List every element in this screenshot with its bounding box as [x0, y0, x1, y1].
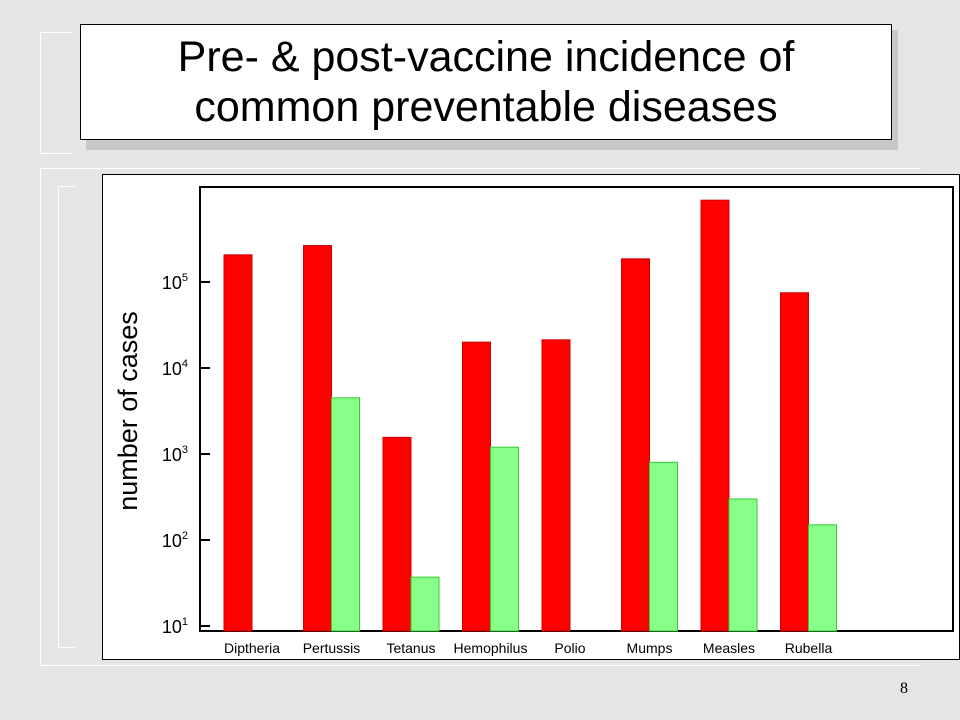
page-number: 8: [900, 680, 908, 697]
bar-post-hemophilus: [490, 446, 519, 632]
bars-group: [223, 199, 837, 632]
bar-pre-hemophilus: [462, 341, 491, 632]
x-tick-label: Pertussis: [303, 640, 361, 656]
bar-pre-polio: [541, 339, 571, 632]
bar-pre-rubella: [780, 292, 809, 632]
bar-pre-diptheria: [223, 254, 253, 632]
title-box: Pre- & post-vaccine incidence of common …: [80, 24, 892, 140]
bar-pre-pertussis: [303, 245, 332, 632]
x-tick-label: Mumps: [627, 640, 673, 656]
bar-pre-tetanus: [382, 436, 412, 632]
y-tick-label: 103: [162, 444, 188, 465]
decorative-bracket-chart: [40, 168, 921, 666]
x-tick-label: Diptheria: [224, 640, 280, 656]
decorative-bracket-top: [40, 32, 73, 154]
slide-title: Pre- & post-vaccine incidence of common …: [177, 33, 795, 131]
x-tick-label: Hemophilus: [454, 640, 528, 656]
x-tick-label: Tetanus: [386, 640, 435, 656]
x-tick-label: Rubella: [785, 640, 833, 656]
y-tick-label: 104: [162, 358, 188, 379]
bar-post-tetanus: [410, 576, 440, 632]
x-axis-labels: Diptheria Pertussis Tetanus Hemophilus Polio…: [224, 640, 832, 656]
bar-post-mumps: [649, 461, 678, 632]
bar-post-measles: [728, 498, 758, 632]
bar-post-pertussis: [331, 397, 360, 632]
decorative-bracket-inner: [58, 186, 75, 648]
x-tick-label: Measles: [703, 640, 755, 656]
bar-chart: 101 102 103 104 105 Diptheria Pertussis Tetanu…: [113, 186, 954, 656]
y-tick-label: 101: [162, 616, 188, 637]
y-tick-label: 105: [162, 272, 188, 293]
chart-frame: 101 102 103 104 105 Diptheria Pertussis Tetanu…: [102, 174, 960, 660]
bar-pre-measles: [700, 199, 730, 632]
y-axis-label: number of cases: [113, 311, 143, 511]
x-tick-label: Polio: [554, 640, 585, 656]
y-axis-ticks: 101 102 103 104 105: [162, 272, 210, 637]
y-tick-label: 102: [162, 530, 188, 551]
bar-pre-mumps: [621, 258, 650, 632]
bar-post-rubella: [808, 524, 837, 632]
plot-area-border: [199, 186, 954, 632]
